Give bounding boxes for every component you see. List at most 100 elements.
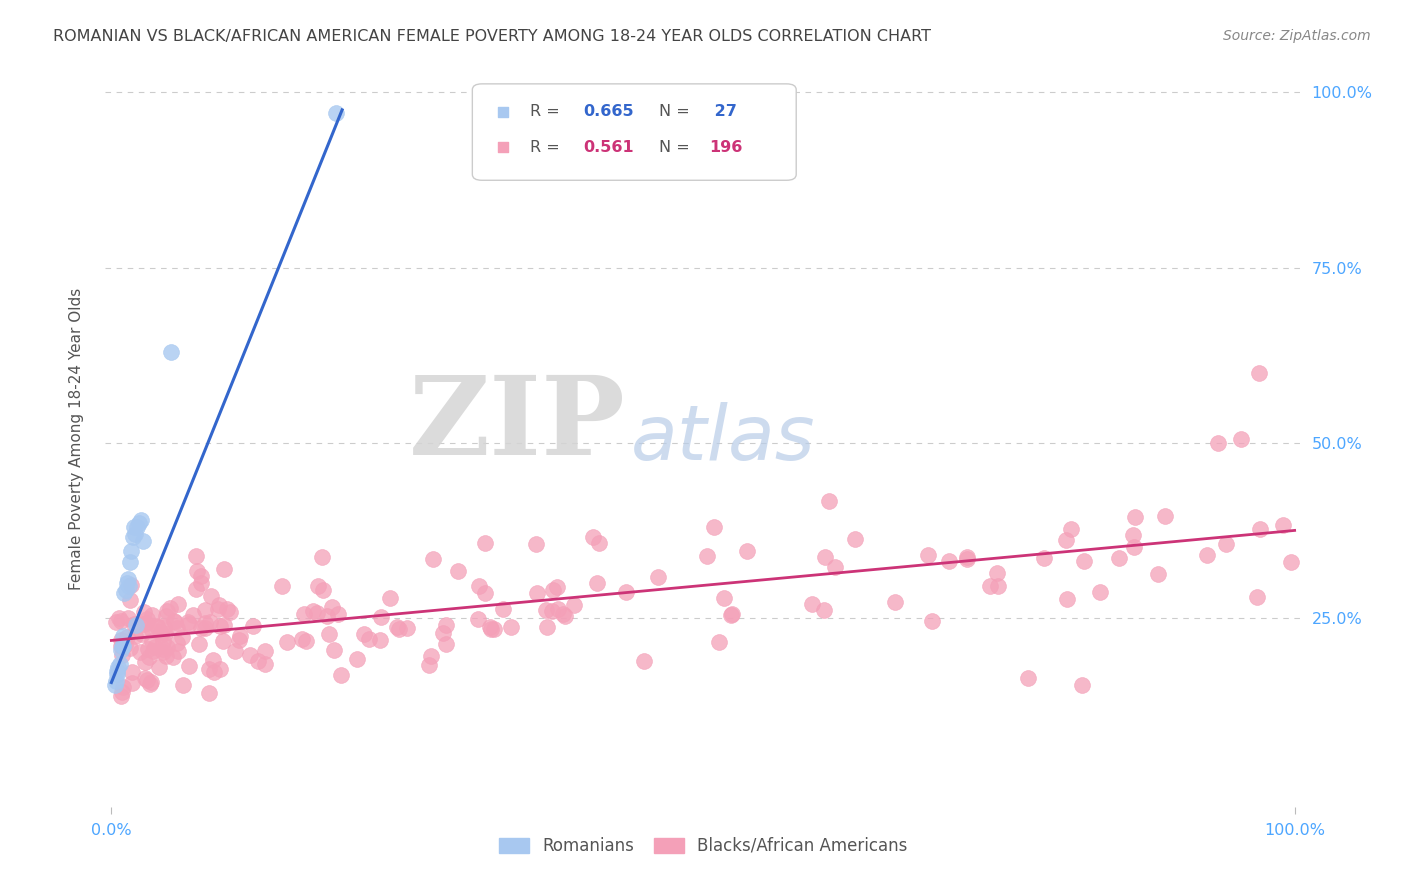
Blacks/African Americans <box>124 629 146 643</box>
Blacks/African Americans <box>150 626 173 640</box>
Blacks/African Americans <box>276 635 298 649</box>
Blacks/African Americans <box>1123 510 1146 524</box>
Blacks/African Americans <box>1070 678 1092 692</box>
Blacks/African Americans <box>141 633 163 648</box>
Blacks/African Americans <box>735 544 758 558</box>
Blacks/African Americans <box>326 607 349 622</box>
Blacks/African Americans <box>117 630 139 644</box>
Blacks/African Americans <box>353 626 375 640</box>
Blacks/African Americans <box>492 601 515 615</box>
Blacks/African Americans <box>979 579 1001 593</box>
Romanians <box>132 533 155 548</box>
Blacks/African Americans <box>166 644 188 658</box>
Blacks/African Americans <box>290 632 312 646</box>
Text: ZIP: ZIP <box>409 371 626 478</box>
Blacks/African Americans <box>121 675 143 690</box>
Blacks/African Americans <box>131 626 153 640</box>
Blacks/African Americans <box>153 626 176 640</box>
Blacks/African Americans <box>499 620 522 634</box>
Blacks/African Americans <box>551 607 574 622</box>
Blacks/African Americans <box>124 616 146 631</box>
Blacks/African Americans <box>323 642 346 657</box>
Blacks/African Americans <box>432 625 454 640</box>
Blacks/African Americans <box>172 631 194 645</box>
Blacks/African Americans <box>824 559 846 574</box>
Blacks/African Americans <box>149 625 172 640</box>
Blacks/African Americans <box>917 548 939 562</box>
Blacks/African Americans <box>271 579 294 593</box>
Blacks/African Americans <box>141 623 163 637</box>
Blacks/African Americans <box>111 680 134 694</box>
Romanians <box>114 582 136 597</box>
Blacks/African Americans <box>1230 433 1253 447</box>
Blacks/African Americans <box>138 650 160 665</box>
Point <box>494 124 516 138</box>
Romanians <box>121 530 143 544</box>
Y-axis label: Female Poverty Among 18-24 Year Olds: Female Poverty Among 18-24 Year Olds <box>69 288 84 591</box>
Text: 0.665: 0.665 <box>583 104 634 120</box>
Blacks/African Americans <box>152 645 174 659</box>
Blacks/African Americans <box>647 570 669 584</box>
Blacks/African Americans <box>479 622 502 636</box>
Blacks/African Americans <box>207 601 229 615</box>
Blacks/African Americans <box>177 658 200 673</box>
Blacks/African Americans <box>110 632 132 647</box>
Blacks/African Americans <box>883 595 905 609</box>
Blacks/African Americans <box>562 599 585 613</box>
Blacks/African Americans <box>713 591 735 605</box>
Blacks/African Americans <box>938 554 960 568</box>
Blacks/African Americans <box>801 597 824 611</box>
Blacks/African Americans <box>254 657 277 671</box>
Romanians <box>125 618 148 632</box>
Blacks/African Americans <box>135 616 157 631</box>
Blacks/African Americans <box>184 549 207 563</box>
Blacks/African Americans <box>187 637 209 651</box>
Blacks/African Americans <box>155 609 177 624</box>
Blacks/African Americans <box>703 520 725 534</box>
Blacks/African Americans <box>1108 551 1130 566</box>
Blacks/African Americans <box>844 532 866 546</box>
Blacks/African Americans <box>696 549 718 563</box>
Romanians <box>115 576 138 591</box>
Text: atlas: atlas <box>631 402 815 476</box>
Romanians <box>112 586 135 600</box>
Romanians <box>105 674 128 689</box>
Romanians <box>122 520 145 534</box>
Blacks/African Americans <box>228 629 250 643</box>
Blacks/African Americans <box>134 606 156 620</box>
Blacks/African Americans <box>190 576 212 591</box>
Blacks/African Americans <box>183 608 205 623</box>
Blacks/African Americans <box>534 602 557 616</box>
Blacks/African Americans <box>111 648 134 662</box>
Blacks/African Americans <box>813 603 835 617</box>
Blacks/African Americans <box>177 615 200 629</box>
Blacks/African Americans <box>111 684 134 698</box>
Blacks/African Americans <box>204 665 226 679</box>
Blacks/African Americans <box>1206 435 1229 450</box>
Blacks/African Americans <box>239 648 262 663</box>
Blacks/African Americans <box>218 605 240 619</box>
Blacks/African Americans <box>1056 591 1078 606</box>
Romanians <box>120 555 142 569</box>
FancyBboxPatch shape <box>472 84 796 180</box>
Blacks/African Americans <box>467 612 489 626</box>
Blacks/African Americans <box>526 586 548 600</box>
Blacks/African Americans <box>194 615 217 630</box>
Blacks/African Americans <box>987 579 1010 593</box>
Blacks/African Americans <box>1122 528 1144 542</box>
Text: 0.561: 0.561 <box>583 140 634 154</box>
Blacks/African Americans <box>118 640 141 655</box>
Blacks/African Americans <box>209 618 232 632</box>
Blacks/African Americans <box>956 552 979 566</box>
Romanians <box>105 664 128 678</box>
Blacks/African Americans <box>312 583 335 598</box>
Blacks/African Americans <box>114 638 136 652</box>
Blacks/African Americans <box>165 615 187 630</box>
Text: R =: R = <box>530 104 565 120</box>
Blacks/African Americans <box>153 620 176 634</box>
Blacks/African Americans <box>129 645 152 659</box>
Blacks/African Americans <box>1271 517 1294 532</box>
Blacks/African Americans <box>315 609 337 624</box>
Blacks/African Americans <box>190 621 212 635</box>
Blacks/African Americans <box>294 633 316 648</box>
